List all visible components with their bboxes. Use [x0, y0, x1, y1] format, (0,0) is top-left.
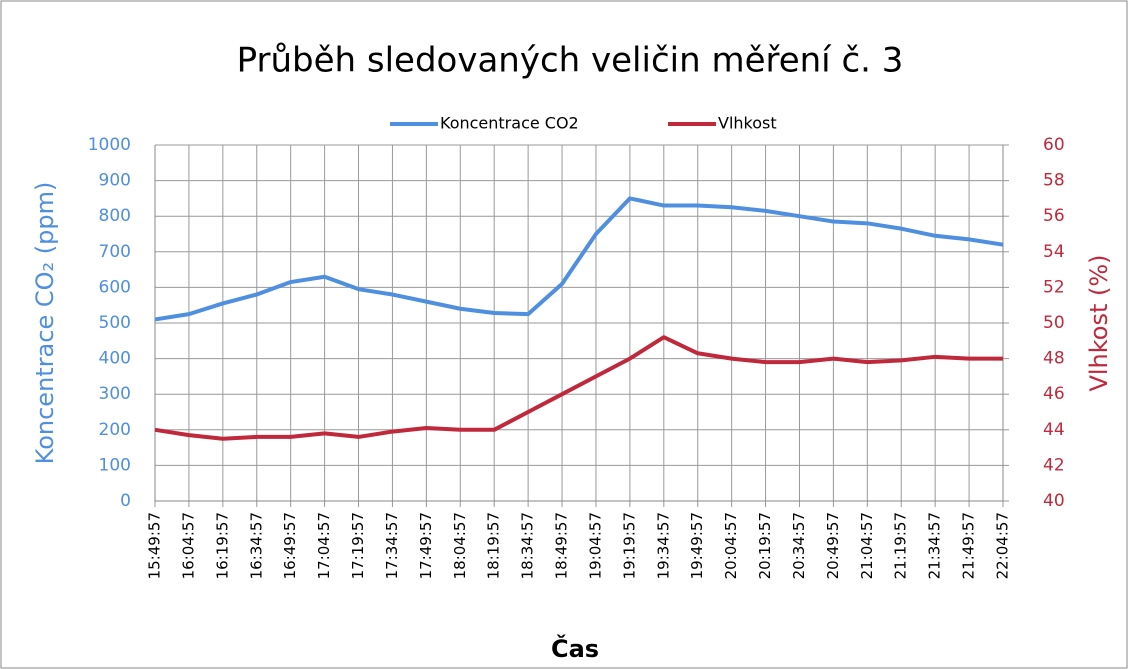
y-tick-label: 700 — [99, 242, 131, 262]
x-tick-label: 17:19:57 — [349, 512, 367, 579]
x-tick-label: 18:34:57 — [519, 512, 537, 579]
y2-tick-label: 44 — [1043, 420, 1065, 440]
x-axis-title: Čas — [551, 633, 599, 663]
x-tick-label: 20:34:57 — [790, 512, 808, 579]
y2-tick-label: 56 — [1043, 206, 1065, 226]
y-axis-title: Koncentrace CO₂ (ppm) — [31, 182, 59, 465]
x-tick-label: 17:04:57 — [315, 512, 333, 579]
x-tick-label: 16:49:57 — [281, 512, 299, 579]
y2-tick-label: 46 — [1043, 384, 1065, 404]
legend-label: Vlhkost — [718, 114, 777, 133]
y2-tick-label: 52 — [1043, 277, 1065, 297]
x-tick-label: 19:49:57 — [688, 512, 706, 579]
y-tick-label: 500 — [99, 313, 131, 333]
x-tick-label: 21:04:57 — [858, 512, 876, 579]
x-tick-label: 16:34:57 — [247, 512, 265, 579]
y-tick-label: 900 — [99, 171, 131, 191]
x-tick-label: 21:34:57 — [926, 512, 944, 579]
x-tick-label: 21:49:57 — [960, 512, 978, 579]
x-tick-label: 19:04:57 — [586, 512, 604, 579]
series-line — [154, 196, 1004, 322]
x-tick-label: 15:49:57 — [146, 512, 164, 579]
x-tick-label: 20:19:57 — [756, 512, 774, 579]
y2-tick-label: 48 — [1043, 349, 1065, 369]
x-tick-label: 17:49:57 — [417, 512, 435, 579]
y-tick-label: 300 — [99, 384, 131, 404]
x-tick-label: 17:34:57 — [383, 512, 401, 579]
y2-tick-label: 40 — [1043, 491, 1065, 511]
y2-tick-label: 58 — [1043, 171, 1065, 191]
x-tick-label: 19:19:57 — [620, 512, 638, 579]
y-tick-label: 100 — [99, 455, 131, 475]
x-tick-label: 20:49:57 — [824, 512, 842, 579]
x-tick-label: 16:04:57 — [179, 512, 197, 579]
y-tick-label: 400 — [99, 349, 131, 369]
chart-title: Průběh sledovaných veličin měření č. 3 — [237, 41, 904, 81]
y-tick-label: 800 — [99, 206, 131, 226]
y-tick-label: 1000 — [88, 135, 131, 155]
x-tick-label: 22:04:57 — [994, 512, 1012, 579]
y2-tick-label: 50 — [1043, 313, 1065, 333]
x-tick-label: 18:49:57 — [553, 512, 571, 579]
x-tick-label: 19:34:57 — [654, 512, 672, 579]
y2-tick-label: 54 — [1043, 242, 1065, 262]
y2-tick-label: 42 — [1043, 455, 1065, 475]
x-tick-label: 18:19:57 — [485, 512, 503, 579]
series-line — [154, 335, 1003, 441]
y-tick-label: 200 — [99, 420, 131, 440]
x-tick-label: 21:19:57 — [892, 512, 910, 579]
legend-label: Koncentrace CO2 — [440, 114, 579, 133]
y2-axis-title: Vlhkost (%) — [1085, 254, 1113, 391]
x-tick-label: 18:04:57 — [451, 512, 469, 579]
x-tick-label: 16:19:57 — [213, 512, 231, 579]
y-tick-label: 0 — [120, 491, 131, 511]
y2-tick-label: 60 — [1043, 135, 1065, 155]
x-tick-label: 20:04:57 — [722, 512, 740, 579]
y-tick-label: 600 — [99, 277, 131, 297]
